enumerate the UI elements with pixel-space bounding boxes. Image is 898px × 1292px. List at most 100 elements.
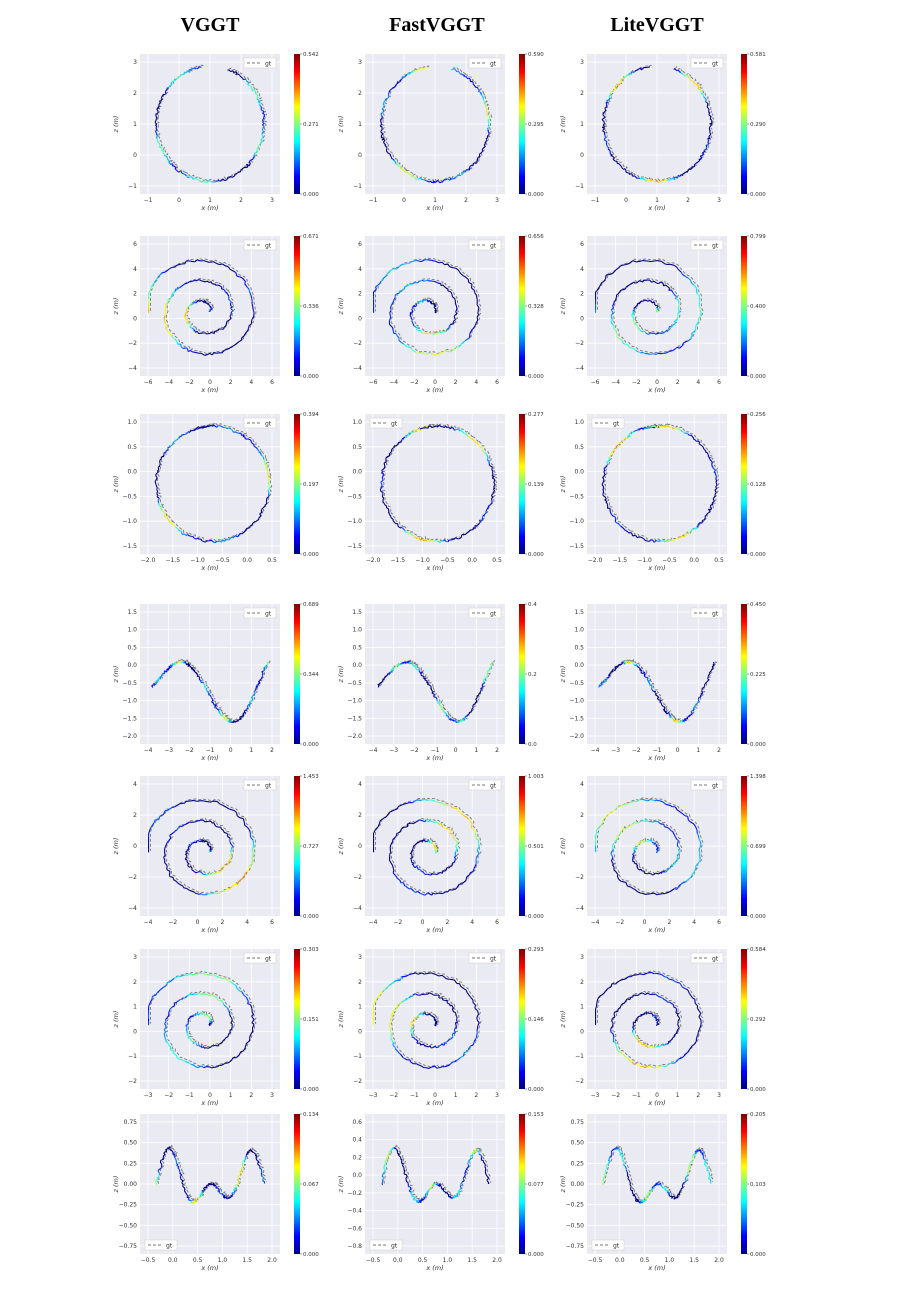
y-tick-label: −1: [353, 1053, 362, 1060]
colorbar-tick-label: 0.077: [528, 1182, 544, 1188]
x-tick-label: 0.0: [615, 1257, 625, 1264]
colorbar-tick-label: 0.000: [528, 374, 544, 380]
y-tick-label: 3: [133, 59, 137, 66]
legend: gt: [243, 417, 277, 429]
x-tick-label: −2: [632, 379, 641, 386]
x-tick-label: −4: [369, 747, 378, 754]
colorbar-tick-label: 0.303: [303, 947, 319, 953]
column-title-fastvggt: FastVGGT: [389, 14, 485, 36]
x-tick-label: 0: [421, 919, 425, 926]
x-tick-label: 0: [402, 197, 406, 204]
plot-area: [140, 414, 280, 554]
y-tick-label: −2: [353, 1078, 362, 1085]
y-tick-label: 0.50: [571, 1140, 585, 1147]
y-tick-label: −1: [353, 183, 362, 190]
legend: gt: [690, 607, 724, 619]
x-tick-label: 0: [433, 379, 437, 386]
estimated-trajectory: [601, 1146, 712, 1204]
x-tick-label: 3: [495, 1092, 499, 1099]
colorbar: [294, 776, 300, 916]
x-tick-label: 0: [676, 747, 680, 754]
colorbar-tick-label: 0.727: [303, 844, 319, 850]
colorbar-tick-label: 0.277: [528, 412, 544, 418]
y-tick-label: −1.0: [569, 698, 584, 705]
colorbar-tick-label: 0.656: [528, 234, 544, 240]
x-tick-label: −3: [164, 747, 173, 754]
x-tick-label: 2: [667, 919, 671, 926]
colorbar-tick-label: 0.139: [528, 482, 544, 488]
y-tick-label: 3: [358, 954, 362, 961]
x-tick-label: −1.5: [391, 557, 406, 564]
legend: gt: [591, 417, 625, 429]
colorbar-tick-label: 0.000: [303, 742, 319, 748]
y-tick-label: −0.5: [122, 680, 137, 687]
trajectory-plot-vggt-6: −0.5 0.0 0.5 1.0 1.5 2.0 0.75 0.50 0.25 0.00 −0.25…: [108, 1100, 330, 1278]
colorbar: [741, 1114, 747, 1254]
x-axis-label: x (m): [647, 564, 665, 572]
y-tick-label: 1.5: [574, 609, 584, 616]
x-tick-label: 0: [624, 197, 628, 204]
y-tick-label: −2: [575, 874, 584, 881]
x-tick-label: −4: [591, 919, 600, 926]
x-axis-label: x (m): [200, 204, 218, 212]
x-tick-label: −4: [389, 379, 398, 386]
x-axis-label: x (m): [425, 564, 443, 572]
y-axis-label: z (m): [112, 666, 120, 684]
y-tick-label: −2.0: [122, 733, 137, 740]
y-tick-label: 0: [358, 315, 362, 322]
estimated-trajectory: [595, 798, 702, 896]
x-tick-label: −6: [591, 379, 600, 386]
x-tick-label: 2: [239, 197, 243, 204]
x-tick-label: −6: [369, 379, 378, 386]
y-tick-label: −4: [353, 365, 362, 372]
x-tick-label: 1: [208, 197, 212, 204]
legend-label: gt: [712, 956, 719, 963]
x-axis-label: x (m): [425, 386, 443, 394]
y-tick-label: −0.8: [347, 1243, 362, 1250]
legend: gt: [144, 1239, 178, 1251]
y-tick-label: 0.00: [124, 1181, 138, 1188]
trajectory-plot-vggt-2: −2.0 −1.5 −1.0 −0.5 0.0 0.5 1.0 0.5 0.0 −0.5 −1.0 −…: [108, 400, 330, 578]
trajectory-plot-litevggt-1: −6 −4 −2 0 2 4 6 6 4 2 0 −2 −4 x (m) z (m) gt 0.799 0.400…: [555, 222, 777, 400]
legend: gt: [243, 779, 277, 791]
legend-label: gt: [265, 61, 272, 68]
x-tick-label: 0: [643, 919, 647, 926]
estimated-trajectory: [148, 259, 255, 356]
colorbar-tick-label: 0.146: [528, 1017, 544, 1023]
x-axis-label: x (m): [647, 926, 665, 934]
trajectory-plot-fastvggt-4: −4 −2 0 2 4 6 4 2 0 −2 −4 x (m) z (m) gt 1.003 0.501 0.0…: [333, 762, 555, 940]
colorbar-tick-label: 0.225: [750, 672, 766, 678]
colorbar-tick-label: 0.000: [750, 1252, 766, 1258]
colorbar-tick-label: 0.671: [303, 234, 319, 240]
y-tick-label: 1.5: [127, 609, 137, 616]
y-tick-label: −0.5: [347, 493, 362, 500]
legend-label: gt: [490, 243, 497, 250]
y-tick-label: 2: [580, 812, 584, 819]
x-tick-label: −2: [389, 1092, 398, 1099]
y-tick-label: 2: [358, 291, 362, 298]
x-tick-label: −4: [144, 747, 153, 754]
y-axis-label: z (m): [559, 298, 567, 316]
colorbar-tick-label: 0.205: [750, 1112, 766, 1118]
x-tick-label: 0.5: [418, 1257, 428, 1264]
x-tick-label: −0.5: [215, 557, 230, 564]
y-tick-label: 0.5: [127, 644, 137, 651]
y-tick-label: −4: [575, 905, 584, 912]
x-tick-label: 0.0: [467, 557, 477, 564]
y-tick-label: −2: [353, 874, 362, 881]
x-tick-label: 6: [717, 379, 721, 386]
x-tick-label: −0.5: [588, 1257, 603, 1264]
estimated-trajectory: [151, 660, 269, 724]
y-tick-label: −1.5: [347, 543, 362, 550]
gt-trajectory: [603, 1145, 714, 1203]
estimated-trajectory: [601, 425, 718, 543]
colorbar-tick-label: 0.128: [750, 482, 766, 488]
y-axis-label: z (m): [112, 1011, 120, 1029]
trajectory-plot-fastvggt-5: −3 −2 −1 0 1 2 3 3 2 1 0 −1 −2 x (m) z (m) gt 0.293 0.146…: [333, 935, 555, 1113]
y-tick-label: −0.5: [347, 680, 362, 687]
legend: gt: [468, 57, 502, 69]
gt-trajectory: [603, 64, 715, 182]
y-axis-label: z (m): [337, 1176, 345, 1194]
legend-label: gt: [166, 1243, 173, 1250]
trajectory-plot-vggt-4: −4 −2 0 2 4 6 4 2 0 −2 −4 x (m) z (m) gt 1.453 0.727 0.0…: [108, 762, 330, 940]
